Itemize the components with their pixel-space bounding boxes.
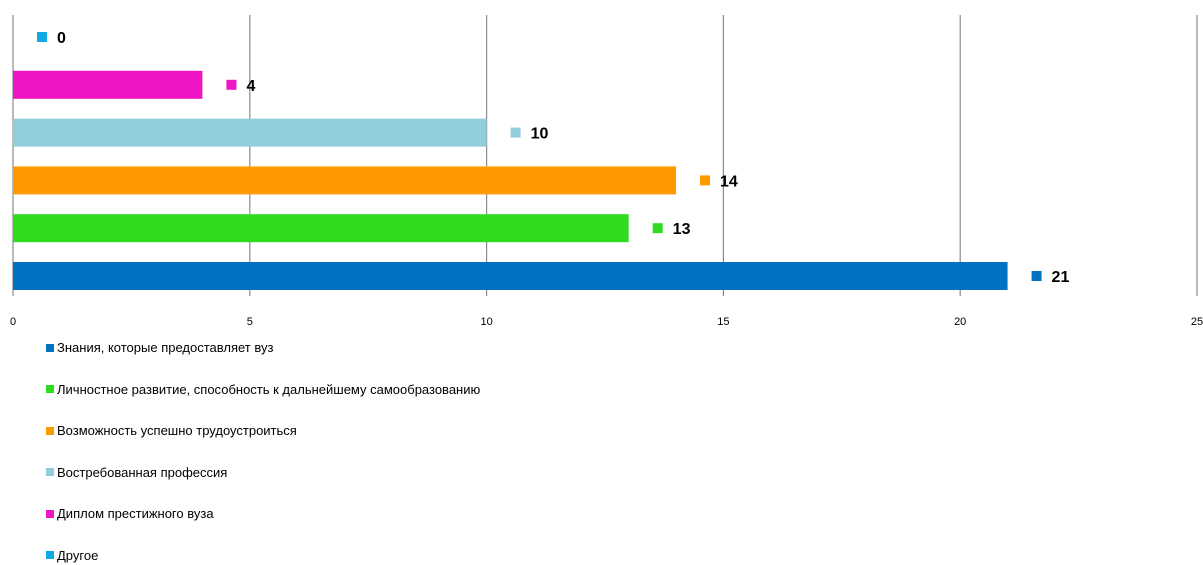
data-label: 4: [246, 78, 255, 95]
gridlines: [12, 15, 1198, 296]
legend-item: Диплом престижного вуза: [46, 506, 214, 521]
bar-chart: 21 13 14 10 4 0 0 5 10 15 20 25: [10, 15, 1203, 328]
data-label: 14: [720, 173, 738, 190]
legend-swatch: [46, 343, 54, 352]
legend-swatch: [46, 509, 54, 518]
legend-item: Личностное развитие, способность к дальн…: [46, 382, 480, 397]
legend-swatch: [46, 551, 54, 559]
data-label-marker: [652, 223, 663, 234]
bar: [13, 214, 629, 243]
legend-label: Востребованная профессия: [57, 464, 228, 480]
bar: [13, 262, 1008, 290]
data-labels: 21 13 14 10 4 0: [57, 30, 1069, 286]
x-axis-tick-labels: 0 5 10 15 20 25: [10, 316, 1203, 328]
x-tick-label: 15: [717, 316, 729, 328]
legend-label: Знания, которые предоставляет вуз: [57, 340, 274, 355]
legend-label: Другое: [57, 547, 99, 563]
legend-swatch: [46, 426, 54, 435]
data-label-marker: [700, 175, 711, 186]
bar: [13, 70, 203, 99]
x-tick-label: 0: [10, 316, 16, 328]
legend-item: Востребованная профессия: [46, 465, 227, 480]
legend-item: Другое: [46, 548, 98, 563]
data-label-marker: [226, 79, 237, 90]
data-label-marker: [1031, 271, 1042, 281]
x-tick-label: 25: [1191, 316, 1203, 328]
legend-swatch: [46, 385, 54, 393]
data-label-marker: [37, 32, 47, 42]
bar: [13, 166, 677, 195]
x-tick-label: 5: [247, 316, 253, 328]
legend-item: Возможность успешно трудоустроиться: [46, 423, 297, 438]
data-label: 10: [531, 126, 549, 143]
bars: [13, 70, 1008, 290]
x-tick-label: 10: [480, 316, 492, 328]
data-label-marker: [510, 127, 521, 138]
data-label-markers: [37, 32, 1042, 281]
legend-label: Возможность успешно трудоустроиться: [57, 423, 297, 438]
bar: [13, 118, 487, 147]
data-label: 21: [1052, 269, 1070, 286]
legend-item: Знания, которые предоставляет вуз: [46, 340, 273, 355]
data-label: 13: [673, 221, 691, 238]
legend-label: Личностное развитие, способность к дальн…: [57, 381, 481, 397]
x-tick-label: 20: [954, 316, 966, 328]
legend-swatch: [46, 468, 54, 476]
legend-label: Диплом престижного вуза: [57, 506, 214, 521]
data-label: 0: [57, 30, 66, 47]
